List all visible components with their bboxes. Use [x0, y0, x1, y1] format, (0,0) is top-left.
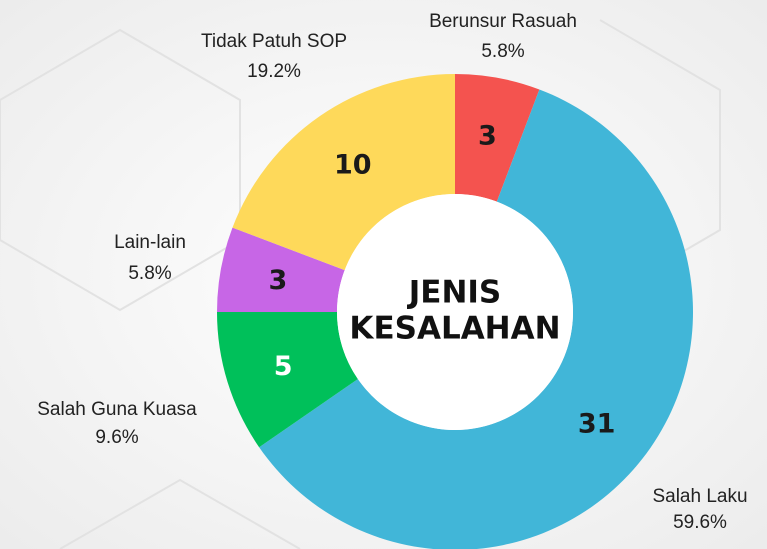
donut-hole [337, 194, 573, 430]
category-label: Salah Guna Kuasa [37, 399, 197, 420]
category-label: Berunsur Rasuah [429, 11, 577, 32]
donut-slice [455, 74, 540, 202]
donut-slice [259, 89, 693, 549]
value-label: 31 [578, 409, 616, 440]
value-label: 5 [274, 351, 293, 382]
donut-slice [217, 227, 345, 312]
value-label: 3 [478, 120, 497, 151]
category-label: Salah Laku [652, 486, 747, 507]
donut-slice [232, 74, 455, 271]
category-label: Lain-lain [114, 232, 186, 253]
center-title: JENIS [407, 275, 502, 311]
category-label: Tidak Patuh SOP [201, 31, 347, 52]
percent-label: 59.6% [673, 512, 727, 533]
center-title: KESALAHAN [349, 311, 560, 347]
percent-label: 5.8% [128, 263, 171, 284]
percent-label: 5.8% [481, 41, 524, 62]
donut-slice [217, 312, 358, 448]
percent-label: 9.6% [95, 427, 138, 448]
value-label: 10 [334, 149, 372, 180]
value-label: 3 [269, 265, 288, 296]
percent-label: 19.2% [247, 61, 301, 82]
